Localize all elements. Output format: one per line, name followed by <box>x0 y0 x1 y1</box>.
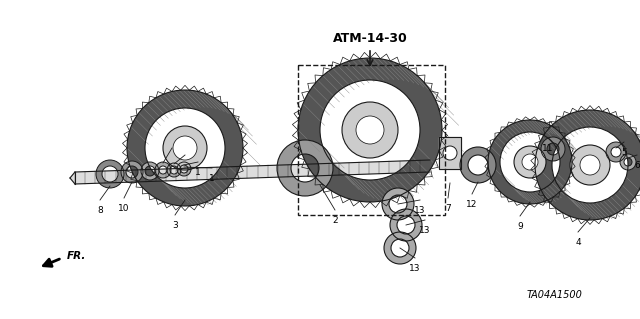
Text: 5: 5 <box>621 148 627 157</box>
Text: 4: 4 <box>575 238 581 247</box>
Circle shape <box>522 154 538 170</box>
Text: 13: 13 <box>409 264 420 273</box>
Text: FR.: FR. <box>67 251 86 261</box>
Circle shape <box>173 136 197 160</box>
Text: TA04A1500: TA04A1500 <box>527 290 583 300</box>
Circle shape <box>163 126 207 170</box>
Polygon shape <box>460 147 496 183</box>
Text: 8: 8 <box>97 206 103 215</box>
Polygon shape <box>606 142 626 162</box>
Text: 1: 1 <box>182 161 188 170</box>
Circle shape <box>342 102 398 158</box>
Text: 1: 1 <box>209 174 215 183</box>
Text: 9: 9 <box>517 222 523 231</box>
Polygon shape <box>298 58 442 202</box>
Text: 11: 11 <box>542 144 554 153</box>
Polygon shape <box>70 172 75 184</box>
Polygon shape <box>488 120 572 204</box>
Text: 7: 7 <box>445 204 451 213</box>
Circle shape <box>580 155 600 175</box>
Text: 3: 3 <box>172 221 178 230</box>
Polygon shape <box>620 154 636 170</box>
Text: 12: 12 <box>467 200 477 209</box>
Polygon shape <box>141 162 159 180</box>
Circle shape <box>443 146 457 160</box>
Polygon shape <box>121 161 143 183</box>
Polygon shape <box>96 160 124 188</box>
Text: 2: 2 <box>332 216 338 225</box>
Polygon shape <box>127 90 243 206</box>
Text: 6: 6 <box>634 161 640 170</box>
Circle shape <box>356 116 384 144</box>
Polygon shape <box>541 137 565 161</box>
Text: ATM-14-30: ATM-14-30 <box>333 32 408 44</box>
Text: 13: 13 <box>419 226 431 235</box>
Text: 1: 1 <box>169 154 175 163</box>
Polygon shape <box>155 162 171 178</box>
Polygon shape <box>390 209 422 241</box>
Polygon shape <box>167 163 181 177</box>
Circle shape <box>570 145 610 185</box>
Circle shape <box>514 146 546 178</box>
Polygon shape <box>535 110 640 220</box>
Polygon shape <box>384 232 416 264</box>
Polygon shape <box>75 160 430 184</box>
Polygon shape <box>277 140 333 196</box>
Polygon shape <box>177 162 191 176</box>
Text: 13: 13 <box>414 206 426 215</box>
Text: 10: 10 <box>118 204 130 213</box>
Text: 1: 1 <box>195 168 201 177</box>
Polygon shape <box>382 188 414 220</box>
Bar <box>298 65 445 215</box>
Polygon shape <box>439 137 461 169</box>
